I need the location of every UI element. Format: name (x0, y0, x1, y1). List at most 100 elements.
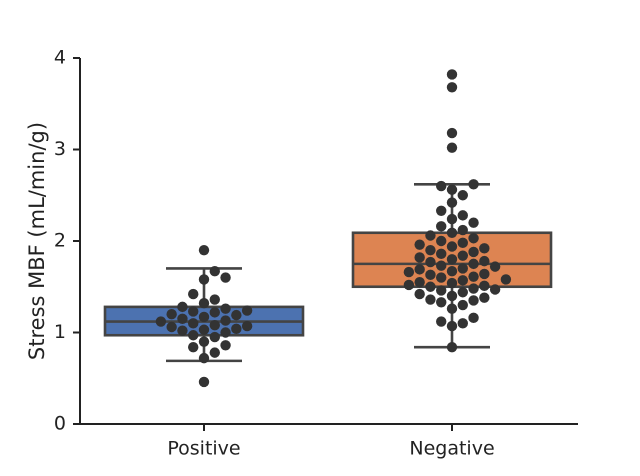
data-point-positive (241, 305, 253, 316)
data-point-negative (468, 295, 479, 306)
y-tick-label: 3 (54, 138, 66, 160)
data-point-negative (457, 190, 468, 201)
data-point-positive (209, 347, 220, 358)
data-point-positive (198, 324, 210, 335)
data-point-positive (220, 327, 231, 338)
data-point-negative (425, 281, 436, 292)
data-point-positive (188, 306, 199, 317)
data-point-positive (166, 309, 177, 320)
data-point-positive (231, 323, 242, 335)
data-point-positive (188, 341, 199, 353)
data-point-negative (414, 252, 425, 263)
data-point-negative (436, 248, 447, 260)
data-point-positive (188, 318, 199, 329)
data-point-positive (220, 340, 231, 351)
data-point-negative (446, 303, 458, 314)
data-point-negative (468, 233, 479, 244)
y-tick-label: 4 (54, 47, 66, 69)
data-point-negative (500, 274, 512, 285)
data-point-negative (446, 254, 458, 265)
data-point-negative (468, 283, 479, 294)
data-point-negative (446, 69, 458, 80)
data-point-positive (220, 315, 231, 326)
data-point-negative (414, 239, 425, 250)
data-point-negative (446, 82, 458, 93)
data-point-negative (479, 243, 490, 254)
data-point-negative (436, 205, 447, 217)
data-point-negative (446, 265, 458, 277)
data-point-negative (468, 246, 479, 258)
data-point-positive (177, 325, 188, 336)
data-point-negative (414, 264, 425, 275)
ticks: 0 1 2 3 4 Positive Negative (54, 47, 495, 460)
data-point-negative (436, 180, 447, 192)
data-point-negative (403, 279, 415, 291)
data-point-negative (457, 263, 468, 274)
data-point-negative (436, 316, 447, 327)
points (155, 69, 512, 388)
data-point-negative (446, 197, 458, 208)
data-point-negative (479, 255, 490, 267)
data-point-negative (479, 280, 490, 292)
data-point-negative (425, 294, 436, 305)
data-point-positive (198, 274, 210, 285)
data-point-negative (489, 284, 501, 295)
data-point-negative (468, 258, 479, 270)
data-point-positive (177, 301, 188, 313)
data-point-positive (231, 309, 242, 321)
data-point-negative (446, 341, 458, 353)
data-point-positive (155, 316, 167, 327)
axes: Stress MBF (mL/min/g) (25, 58, 578, 425)
data-point-positive (198, 244, 210, 256)
data-point-negative (489, 261, 501, 272)
data-point-negative (446, 213, 458, 225)
data-point-positive (241, 320, 253, 332)
data-point-negative (457, 237, 468, 249)
data-point-negative (403, 266, 415, 278)
data-point-positive (220, 272, 231, 283)
data-point-negative (468, 217, 479, 228)
data-point-negative (425, 269, 436, 281)
y-tick-label: 1 (54, 321, 66, 343)
data-point-negative (446, 320, 458, 332)
data-point-negative (457, 250, 468, 261)
data-point-positive (209, 294, 220, 305)
data-point-negative (457, 210, 468, 221)
data-point-positive (177, 313, 188, 324)
data-point-negative (446, 241, 458, 252)
data-point-negative (457, 275, 468, 286)
data-point-negative (479, 268, 490, 280)
data-point-negative (446, 142, 458, 153)
data-point-negative (446, 184, 458, 195)
data-point-negative (468, 271, 479, 282)
data-point-negative (436, 297, 447, 308)
data-point-negative (457, 318, 468, 329)
data-point-positive (166, 321, 177, 333)
y-tick-label: 2 (54, 230, 66, 252)
data-point-positive (198, 298, 210, 309)
data-point-negative (446, 290, 458, 302)
data-point-negative (436, 221, 447, 232)
data-point-negative (457, 224, 468, 236)
x-tick-label: Negative (409, 438, 494, 460)
data-point-positive (198, 352, 210, 364)
data-point-negative (425, 230, 436, 241)
data-point-positive (209, 265, 220, 277)
x-tick-label: Positive (167, 438, 240, 460)
data-point-negative (479, 292, 490, 303)
data-point-positive (198, 376, 210, 388)
data-point-negative (446, 127, 458, 139)
data-point-negative (425, 244, 436, 256)
data-point-negative (414, 288, 425, 300)
data-point-negative (468, 312, 479, 324)
data-point-negative (446, 227, 458, 238)
y-tick-label: 0 (54, 413, 66, 435)
data-point-negative (436, 285, 447, 296)
data-point-positive (209, 331, 220, 343)
data-point-negative (468, 179, 479, 190)
data-point-negative (457, 299, 468, 311)
data-point-positive (209, 307, 220, 318)
data-point-positive (188, 330, 199, 341)
data-point-negative (436, 260, 447, 271)
